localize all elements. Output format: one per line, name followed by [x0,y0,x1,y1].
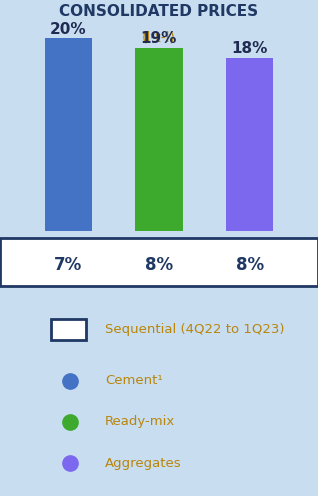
Text: Ready-mix: Ready-mix [105,415,175,429]
Bar [135,48,183,231]
Ellipse shape [6,446,45,484]
Text: 18%: 18% [232,41,268,56]
Bar [226,58,273,231]
Bar [0,238,318,286]
Text: CONSOLIDATED PRICES: CONSOLIDATED PRICES [59,4,259,19]
Text: 20%: 20% [50,21,86,37]
Text: 8%: 8% [145,256,173,274]
Text: Aggregates: Aggregates [105,456,182,470]
Text: (l-t-l): (l-t-l) [142,30,176,45]
Ellipse shape [0,322,78,464]
Bar [45,38,92,231]
Text: Cement¹: Cement¹ [105,374,162,387]
FancyBboxPatch shape [51,319,86,340]
Text: 7%: 7% [54,256,82,274]
Text: 19%: 19% [141,31,177,46]
Text: 8%: 8% [236,256,264,274]
Text: Sequential (4Q22 to 1Q23): Sequential (4Q22 to 1Q23) [105,323,284,336]
